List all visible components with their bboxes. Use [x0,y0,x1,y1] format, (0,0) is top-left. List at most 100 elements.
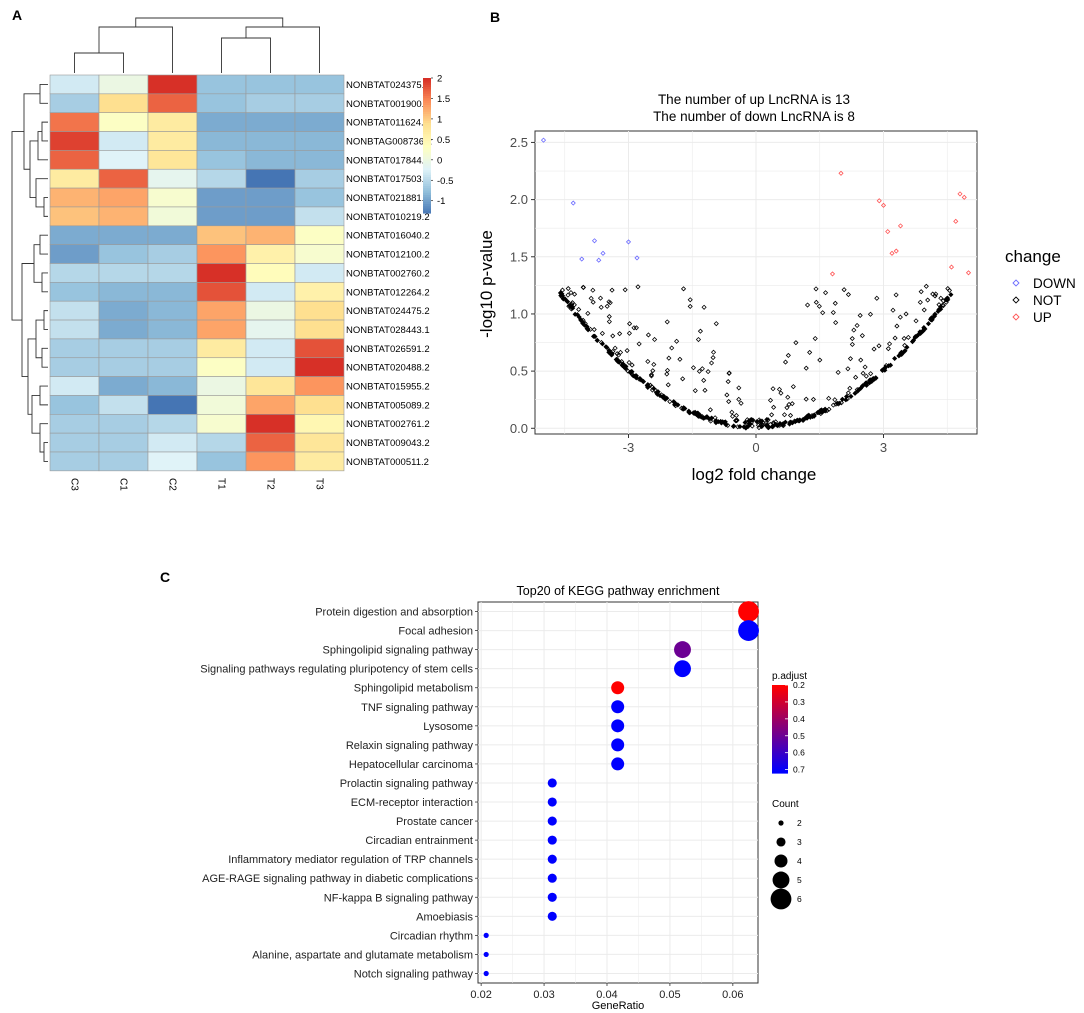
volcano-point-not [590,287,596,293]
volcano-point-not [644,382,650,388]
volcano-point-not [782,359,789,365]
dendrogram-branch [37,131,48,161]
p-adjust-legend-swatch [772,739,788,742]
volcano-y-tick-label: 2.5 [510,135,528,150]
volcano-x-tick-label: 0 [752,440,759,455]
volcano-point-up [893,248,899,254]
volcano-point-not [845,366,851,372]
volcano-point-up [957,191,963,197]
heatmap-row-label: NONBTAT011624.2 [346,118,429,129]
heatmap-cell [294,338,345,359]
kegg-dot [547,816,557,826]
volcano-point-not [890,307,896,313]
volcano-point-not [680,286,687,292]
volcano-point-not [666,355,672,361]
heatmap-cell [49,187,100,208]
heatmap-cell [245,338,296,359]
volcano-legend-label: DOWN [1033,276,1076,291]
volcano-point-not [860,370,866,376]
heatmap-row-label: NONBTAT026591.2 [346,344,430,355]
volcano-point-not [606,314,612,320]
heatmap-legend-swatch [423,127,431,131]
heatmap-row-label: NONBTAT002761.2 [346,419,430,430]
volcano-point-not [664,367,671,373]
volcano-point-up [961,194,967,200]
volcano-y-tick-label: 1.5 [510,249,528,264]
kegg-pathway-label: ECM-receptor interaction [351,797,473,809]
volcano-point-not [633,374,639,380]
p-adjust-legend-swatch [772,731,788,734]
heatmap-legend-swatch [423,84,431,88]
volcano-legend-label: UP [1033,310,1052,325]
heatmap-legend-swatch [423,190,431,194]
kegg-dot [611,719,625,733]
kegg-dot [547,873,557,883]
heatmap-cell [294,112,345,132]
row-dendrogram [11,83,48,462]
volcano-point-not [800,417,806,423]
count-legend-dot [774,854,788,868]
heatmap-legend-swatch [423,93,431,97]
kegg-pathway-label: Alanine, aspartate and glutamate metabol… [252,949,473,961]
volcano-point-not [868,371,874,377]
volcano-point-not [905,334,911,340]
dendrogram-branch [74,52,124,73]
volcano-legend-label: NOT [1033,293,1062,308]
volcano-point-not [897,314,903,320]
heatmap-legend-swatch [423,195,431,198]
p-adjust-legend-label: 0.4 [793,714,805,724]
volcano-point-not [664,371,670,377]
heatmap-cell [196,150,247,170]
volcano-point-not [822,290,829,296]
heatmap-cell [245,451,296,472]
heatmap-legend-swatch [423,165,431,169]
volcano-point-not [932,311,938,318]
volcano-point-not [590,333,597,339]
volcano-point-not [832,397,838,403]
volcano-point-not [690,365,697,371]
heatmap-cell [245,150,296,170]
heatmap-cell [196,93,247,113]
heatmap-cell [98,263,149,283]
p-adjust-legend-swatch [772,717,788,720]
volcano-point-not [843,397,849,403]
volcano-point-not [705,369,711,375]
volcano-point-not [584,324,590,330]
heatmap-column-label: C1 [118,478,129,491]
volcano-legend-marker [1012,313,1020,321]
kegg-x-tick-label: 0.02 [470,989,491,1001]
heatmap-legend-swatch [423,87,431,90]
volcano-point-not [925,297,931,303]
volcano-point-not [851,327,857,333]
volcano-point-not [813,286,819,292]
heatmap-cell [49,131,100,151]
volcano-point-not [609,287,615,293]
heatmap-cell [98,187,149,208]
volcano-point-not [833,320,839,326]
heatmap-legend-swatch [423,208,431,212]
volcano-point-up [876,198,882,204]
volcano-point-not [729,409,735,415]
p-adjust-legend-swatch [772,727,788,730]
heatmap-cell [49,395,100,415]
heatmap-cell [196,357,247,377]
volcano-point-not [836,400,842,406]
heatmap-cell [147,432,198,453]
volcano-point-not [787,412,794,418]
heatmap-cell [245,282,296,302]
heatmap-cell [196,451,247,472]
heatmap-legend-swatch [423,210,431,214]
heatmap-legend-swatch [423,120,431,124]
volcano-point-not [614,351,620,357]
volcano-point-not [849,341,855,347]
kegg-x-tick-label: 0.05 [659,989,680,1001]
volcano-point-up [953,218,959,224]
volcano-axes: -3 0 3 0.0 0.5 1.0 1.5 2.0 2.5 [510,135,887,455]
volcano-point-not [921,307,927,313]
count-legend-title: Count [772,799,799,810]
heatmap-cell [147,263,198,283]
heatmap-cell [49,319,100,340]
volcano-points [540,137,972,431]
p-adjust-legend-swatch [772,691,788,694]
volcano-point-not [651,361,657,368]
